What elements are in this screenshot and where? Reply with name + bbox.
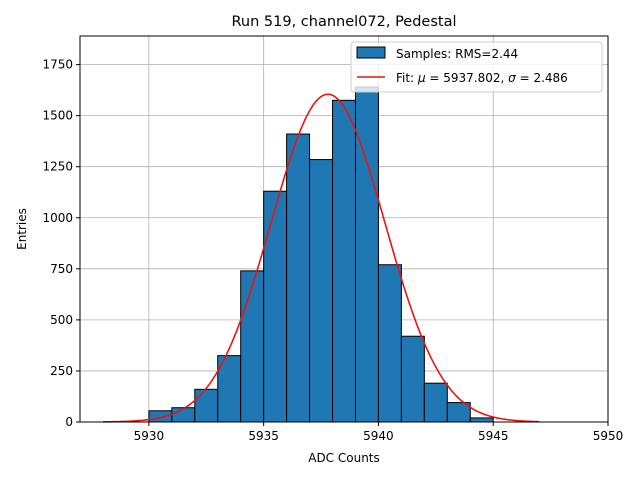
histogram-bar: [332, 99, 356, 423]
y-axis-label: Entries: [15, 208, 29, 250]
x-tick-label: 5935: [248, 429, 279, 443]
legend-box: [350, 41, 603, 93]
chart-title: Run 519, channel072, Pedestal: [231, 14, 456, 30]
histogram-bar: [309, 159, 334, 423]
y-axis-ticks: 0 250 500 750 1000 1250 1500 1750: [42, 58, 80, 429]
histogram-bar: [423, 382, 448, 423]
histogram-bar: [240, 270, 265, 423]
histogram-bar: [469, 417, 494, 423]
y-tick-label: 1250: [42, 160, 73, 174]
legend-samples-swatch: [356, 46, 386, 59]
y-tick-label: 250: [50, 364, 73, 378]
legend: Samples: RMS=2.44 Fit: μ = 5937.802, σ =…: [350, 41, 603, 93]
histogram-bar: [377, 264, 402, 423]
legend-fit-label: Fit: μ = 5937.802, σ = 2.486: [396, 71, 568, 85]
x-tick-label: 5930: [134, 429, 165, 443]
histogram-bar: [263, 190, 288, 423]
y-tick-label: 0: [65, 415, 73, 429]
legend-fit-mu-value: = 5937.802,: [426, 71, 509, 85]
x-axis-ticks: 5930 5935 5940 5945 5950: [134, 422, 624, 443]
legend-samples-label: Samples: RMS=2.44: [396, 47, 518, 61]
legend-fit-prefix: Fit:: [396, 71, 418, 85]
y-tick-label: 1000: [42, 211, 73, 225]
x-tick-label: 5940: [363, 429, 394, 443]
y-tick-label: 1500: [42, 109, 73, 123]
histogram-bar: [400, 335, 425, 423]
x-tick-label: 5945: [478, 429, 509, 443]
axes-frame: [79, 35, 609, 423]
legend-fit-sigma-symbol: σ: [508, 71, 516, 85]
x-axis-label: ADC Counts: [308, 451, 380, 465]
x-tick-label: 5950: [593, 429, 624, 443]
y-tick-label: 750: [50, 262, 73, 276]
histogram-bar: [171, 407, 196, 423]
gaussian-fit-curve: [102, 93, 540, 423]
legend-fit-mu-symbol: μ: [417, 71, 426, 85]
y-tick-label: 500: [50, 313, 73, 327]
legend-fit-sigma-value: = 2.486: [516, 71, 568, 85]
histogram-bar: [194, 388, 219, 423]
histogram-bars: [148, 86, 494, 423]
histogram-bar: [286, 133, 311, 423]
histogram-bar: [148, 410, 173, 423]
y-tick-label: 1750: [42, 58, 73, 72]
